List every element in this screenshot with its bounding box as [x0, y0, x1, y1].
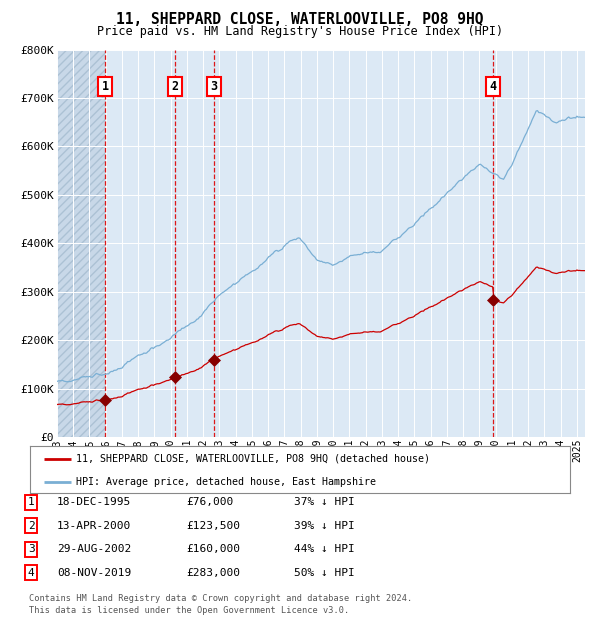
Text: 29-AUG-2002: 29-AUG-2002 — [57, 544, 131, 554]
Text: 11, SHEPPARD CLOSE, WATERLOOVILLE, PO8 9HQ: 11, SHEPPARD CLOSE, WATERLOOVILLE, PO8 9… — [116, 12, 484, 27]
Text: 3: 3 — [28, 544, 35, 554]
Text: 1: 1 — [101, 80, 109, 93]
Bar — [57, 50, 105, 437]
Text: 37% ↓ HPI: 37% ↓ HPI — [294, 497, 355, 507]
Text: 2: 2 — [172, 80, 179, 93]
Text: Contains HM Land Registry data © Crown copyright and database right 2024.
This d: Contains HM Land Registry data © Crown c… — [29, 594, 412, 615]
Text: 39% ↓ HPI: 39% ↓ HPI — [294, 521, 355, 531]
Bar — [57, 50, 105, 437]
Text: 44% ↓ HPI: 44% ↓ HPI — [294, 544, 355, 554]
Text: £123,500: £123,500 — [186, 521, 240, 531]
Text: 3: 3 — [211, 80, 218, 93]
Text: 11, SHEPPARD CLOSE, WATERLOOVILLE, PO8 9HQ (detached house): 11, SHEPPARD CLOSE, WATERLOOVILLE, PO8 9… — [76, 454, 430, 464]
Text: £283,000: £283,000 — [186, 568, 240, 578]
Text: £160,000: £160,000 — [186, 544, 240, 554]
Text: 4: 4 — [28, 568, 35, 578]
Text: HPI: Average price, detached house, East Hampshire: HPI: Average price, detached house, East… — [76, 477, 376, 487]
Text: 18-DEC-1995: 18-DEC-1995 — [57, 497, 131, 507]
Text: 08-NOV-2019: 08-NOV-2019 — [57, 568, 131, 578]
Text: 1: 1 — [28, 497, 35, 507]
Text: 13-APR-2000: 13-APR-2000 — [57, 521, 131, 531]
Text: £76,000: £76,000 — [186, 497, 233, 507]
Text: 2: 2 — [28, 521, 35, 531]
Text: Price paid vs. HM Land Registry's House Price Index (HPI): Price paid vs. HM Land Registry's House … — [97, 25, 503, 38]
Text: 4: 4 — [490, 80, 497, 93]
Text: 50% ↓ HPI: 50% ↓ HPI — [294, 568, 355, 578]
